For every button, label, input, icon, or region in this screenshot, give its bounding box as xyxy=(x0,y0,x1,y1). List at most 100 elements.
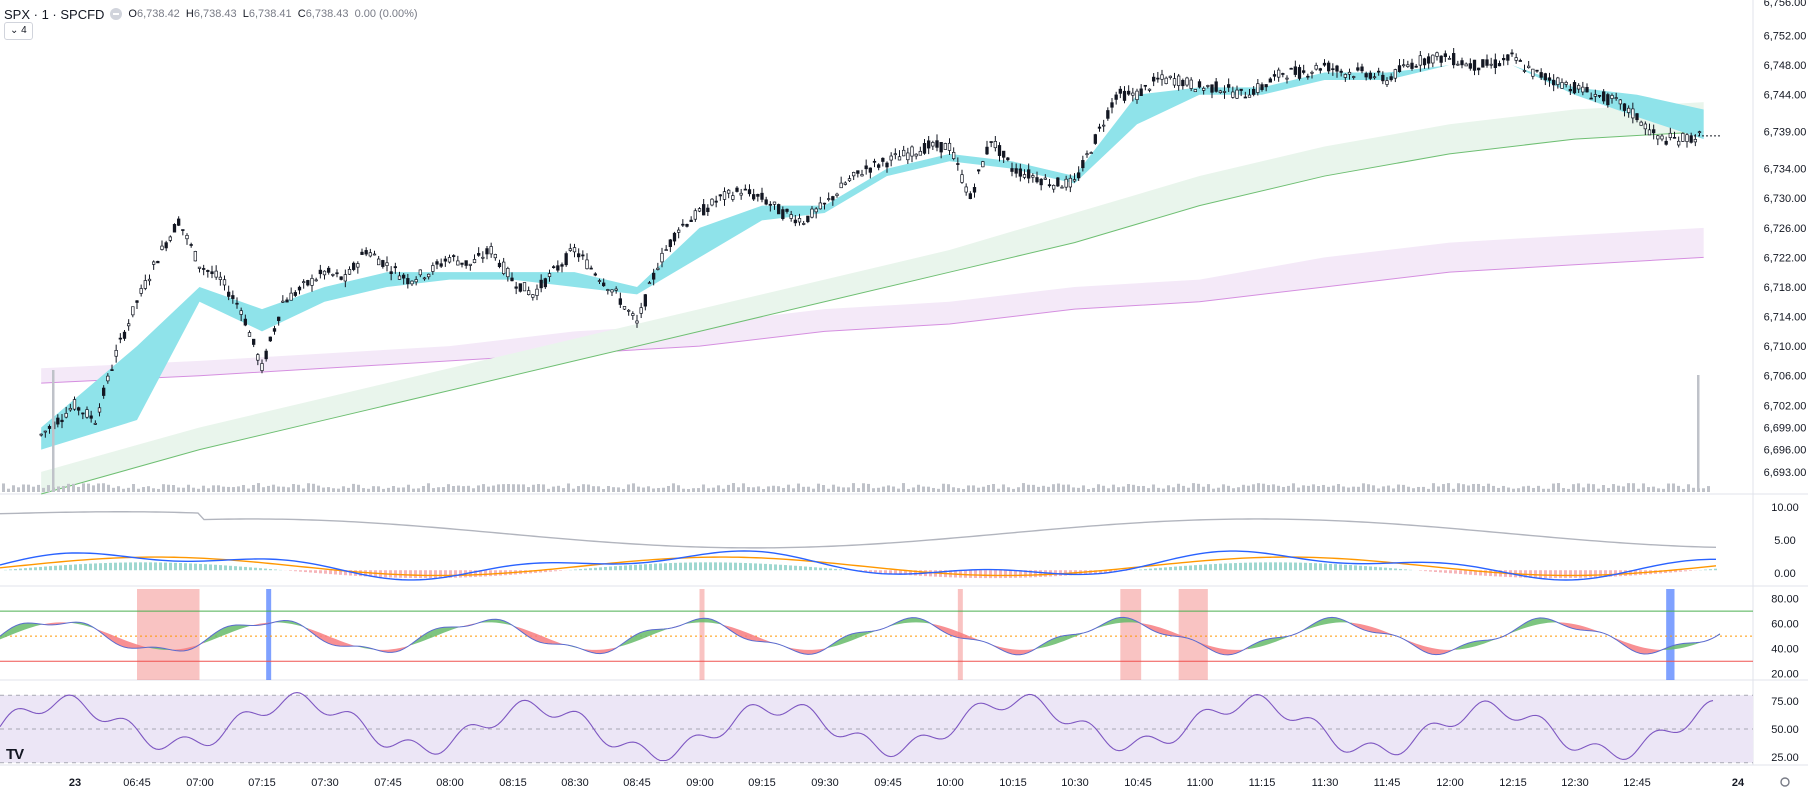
macd-hist-bar-287 xyxy=(1439,570,1442,572)
volume-bar-47 xyxy=(237,486,240,492)
volume-bar-128 xyxy=(642,488,645,492)
volume-bar-193 xyxy=(967,485,970,492)
candle-body-14 xyxy=(98,408,101,412)
volume-bar-210 xyxy=(1052,484,1055,492)
candle-body-87 xyxy=(402,275,405,278)
macd-hist-bar-245 xyxy=(1229,563,1232,570)
candle-body-164 xyxy=(723,192,726,200)
volume-bar-49 xyxy=(247,489,250,492)
candle-body-182 xyxy=(798,218,801,222)
time-axis-label-0: 23 xyxy=(69,777,81,789)
macd-hist-bar-198 xyxy=(994,570,997,578)
macd-hist-bar-136 xyxy=(684,563,687,571)
volume-bar-141 xyxy=(707,488,710,492)
volume-bar-42 xyxy=(212,485,215,492)
candle-body-234 xyxy=(1015,169,1018,174)
volume-bar-115 xyxy=(577,486,580,492)
macd-hist-bar-268 xyxy=(1344,565,1347,571)
candle-body-247 xyxy=(1069,178,1072,187)
osc-fill-7 xyxy=(28,623,32,628)
macd-hist-bar-34 xyxy=(174,563,177,570)
macd-hist-bar-49 xyxy=(249,567,252,570)
candle-body-191 xyxy=(836,194,839,196)
candle-body-253 xyxy=(1094,135,1097,144)
candle-body-285 xyxy=(1227,85,1230,88)
macd-hist-bar-270 xyxy=(1354,565,1357,570)
candle-body-68 xyxy=(323,271,326,275)
candle-body-105 xyxy=(477,253,480,255)
symbol-title[interactable]: SPX · 1 · SPCFD xyxy=(4,7,104,22)
volume-bar-241 xyxy=(1207,484,1210,492)
candle-body-393 xyxy=(1677,141,1680,145)
macd-hist-bar-274 xyxy=(1374,567,1377,570)
candle-body-175 xyxy=(769,204,772,205)
volume-bar-253 xyxy=(1267,485,1270,492)
candle-body-383 xyxy=(1636,114,1639,120)
candle-body-160 xyxy=(707,208,710,212)
volume-bar-207 xyxy=(1037,487,1040,492)
candle-body-92 xyxy=(423,278,426,279)
volume-bar-63 xyxy=(317,486,320,492)
settings-gear-icon[interactable] xyxy=(1781,778,1789,786)
volume-bar-327 xyxy=(1637,489,1640,492)
macd-hist-bar-151 xyxy=(759,564,762,571)
candle-body-230 xyxy=(998,145,1001,155)
candle-body-298 xyxy=(1282,73,1285,74)
candle-body-327 xyxy=(1402,65,1405,66)
candle-body-6 xyxy=(65,413,68,417)
macd-hist-bar-306 xyxy=(1534,570,1537,578)
time-axis-label-16: 10:30 xyxy=(1061,777,1089,789)
candle-body-248 xyxy=(1073,180,1076,181)
candle-body-295 xyxy=(1269,79,1272,82)
volume-bar-111 xyxy=(557,486,560,492)
candle-body-78 xyxy=(365,250,368,254)
price-axis-label-2: 6,744.00 xyxy=(1764,90,1807,102)
candle-body-50 xyxy=(248,332,251,336)
volume-bar-82 xyxy=(412,489,415,492)
macd-hist-bar-123 xyxy=(619,566,622,570)
volume-bar-135 xyxy=(677,485,680,492)
candle-body-35 xyxy=(186,235,189,238)
candle-body-297 xyxy=(1277,70,1280,77)
candle-body-286 xyxy=(1232,92,1235,97)
macd-hist-bar-263 xyxy=(1319,563,1322,570)
volume-bar-222 xyxy=(1112,485,1115,492)
macd-hist-bar-117 xyxy=(589,568,592,570)
volume-bar-105 xyxy=(527,487,530,492)
tradingview-logo[interactable]: TV xyxy=(6,746,23,763)
candle-body-65 xyxy=(311,278,314,285)
macd-hist-bar-42 xyxy=(214,565,217,570)
volume-bar-21 xyxy=(107,485,110,492)
candle-body-19 xyxy=(119,338,122,339)
volume-spike-open xyxy=(52,370,55,492)
candle-body-49 xyxy=(244,319,247,325)
macd-hist-bar-161 xyxy=(809,567,812,570)
macd-hist-bar-32 xyxy=(164,563,167,571)
volume-bar-164 xyxy=(822,485,825,492)
macd-hist-bar-152 xyxy=(764,564,767,570)
volume-bar-275 xyxy=(1377,488,1380,492)
osc-axis-label-3: 20.00 xyxy=(1771,669,1799,681)
macd-hist-bar-57 xyxy=(289,570,292,571)
volume-bar-158 xyxy=(792,488,795,492)
candle-body-67 xyxy=(319,270,322,274)
candle-body-34 xyxy=(182,230,185,231)
macd-hist-bar-276 xyxy=(1384,568,1387,571)
volume-bar-217 xyxy=(1087,489,1090,492)
volume-bar-147 xyxy=(737,487,740,492)
price-axis-label-1: 6,748.00 xyxy=(1764,60,1807,72)
candle-body-304 xyxy=(1307,76,1310,77)
candle-body-171 xyxy=(752,194,755,199)
volume-bar-329 xyxy=(1647,487,1650,492)
osc-fill-306 xyxy=(1224,649,1228,655)
indicators-toggle-button[interactable]: ⌄ 4 xyxy=(4,22,33,40)
volume-bar-337 xyxy=(1687,484,1690,492)
volume-bar-34 xyxy=(172,485,175,492)
candle-body-81 xyxy=(377,259,380,265)
macd-hist-bar-132 xyxy=(664,563,667,570)
volume-bar-291 xyxy=(1457,483,1460,492)
macd-hist-bar-31 xyxy=(159,562,162,570)
macd-hist-bar-65 xyxy=(329,570,332,574)
